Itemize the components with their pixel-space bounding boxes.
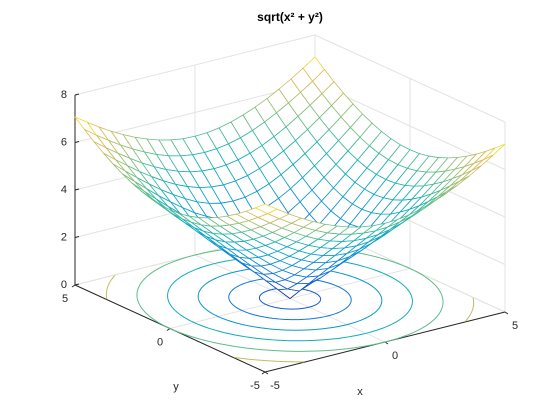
y-tick [71,284,76,288]
x-tick [264,371,269,375]
x-tick-label: 0 [392,350,398,362]
z-tick [74,188,80,191]
y-tick [261,371,266,375]
x-tick-label: 5 [512,320,518,332]
y-tick-label: 0 [157,336,163,348]
y-tick-label: 5 [62,293,68,305]
z-tick-label: 6 [61,136,67,148]
x-tick-label: -5 [270,380,280,392]
z-tick [74,236,80,238]
mesh-cell [255,203,278,215]
y-axis-label: y [173,381,179,393]
x-tick [504,311,509,315]
z-tick [74,93,80,96]
contour-line [464,297,475,322]
grid-line [74,34,316,96]
z-tick-label: 0 [61,279,67,291]
z-tick-label: 8 [61,89,67,101]
chart-title: sqrt(x² + y²) [257,10,323,24]
contour-line [105,275,116,300]
z-tick-label: 4 [61,184,67,196]
y-tick-label: -5 [250,380,260,392]
y-tick [166,328,171,331]
x-axis-label: x [357,386,363,398]
grid-line [314,34,506,123]
z-tick-label: 2 [61,231,67,243]
contour-line [234,357,304,363]
z-tick [74,141,80,143]
z-tick [74,283,80,286]
